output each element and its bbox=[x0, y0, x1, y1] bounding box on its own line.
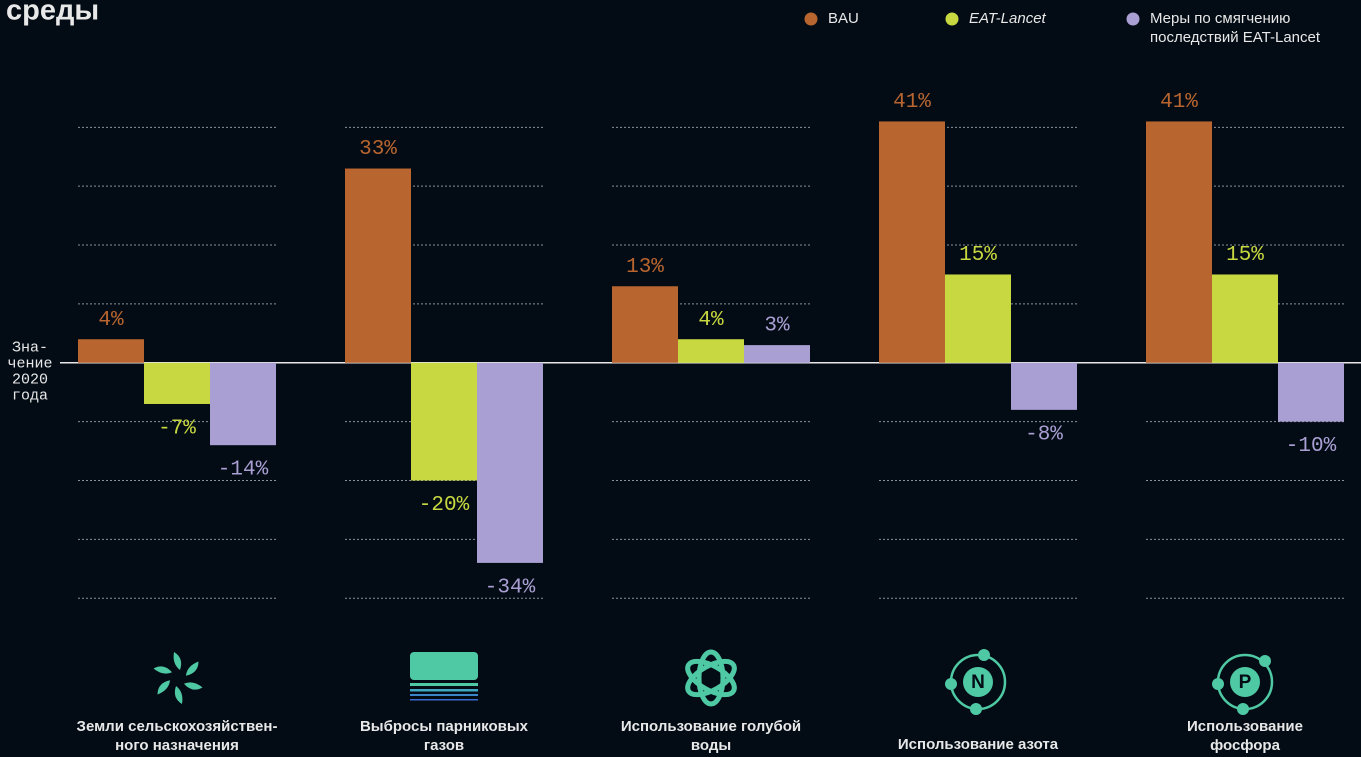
category-label: Земли сельскохозяйствен- bbox=[77, 718, 278, 735]
legend-marker bbox=[1126, 12, 1140, 26]
category-label: ного назначения bbox=[115, 737, 239, 754]
icon-water bbox=[685, 649, 737, 707]
legend-label: последствий EAT-Lancet bbox=[1150, 29, 1321, 46]
category-label: Использование голубой bbox=[621, 718, 801, 735]
zero-label: Зна- bbox=[12, 340, 48, 357]
bar bbox=[612, 286, 678, 363]
icon-letter: N bbox=[971, 672, 985, 693]
value-label: 15% bbox=[1226, 244, 1264, 267]
bar bbox=[744, 345, 810, 363]
value-label: 4% bbox=[98, 309, 124, 332]
value-label: -7% bbox=[158, 418, 196, 441]
legend-marker bbox=[945, 12, 959, 26]
bar bbox=[1011, 362, 1077, 410]
category-label: Использование bbox=[1187, 718, 1303, 735]
icon-emissions bbox=[410, 652, 478, 701]
value-label: -34% bbox=[485, 576, 536, 599]
icon-land bbox=[153, 652, 203, 704]
value-label: 41% bbox=[1160, 91, 1198, 114]
value-label: 13% bbox=[626, 256, 664, 279]
value-label: 41% bbox=[893, 91, 931, 114]
legend-label: EAT-Lancet bbox=[969, 10, 1047, 27]
category-label: Выбросы парниковых bbox=[360, 718, 529, 735]
bar bbox=[1278, 362, 1344, 422]
bar bbox=[1146, 121, 1212, 363]
icon-letter: P bbox=[1239, 672, 1252, 693]
value-label: -10% bbox=[1286, 435, 1337, 458]
value-label: -8% bbox=[1025, 423, 1063, 446]
bar bbox=[345, 168, 411, 363]
category-label: воды bbox=[691, 737, 731, 754]
bar bbox=[678, 339, 744, 363]
value-label: 33% bbox=[359, 138, 397, 161]
bar bbox=[210, 362, 276, 446]
bar bbox=[1212, 274, 1278, 363]
zero-label: года bbox=[12, 388, 48, 405]
category-label: фосфора bbox=[1210, 737, 1280, 754]
zero-label: чение bbox=[7, 356, 52, 373]
legend-label: BAU bbox=[828, 10, 859, 27]
legend-label: Меры по смягчению bbox=[1150, 10, 1290, 27]
bar bbox=[945, 274, 1011, 363]
value-label: 15% bbox=[959, 244, 997, 267]
bar bbox=[144, 362, 210, 404]
value-label: 3% bbox=[764, 315, 790, 338]
category-label: газов bbox=[424, 737, 464, 754]
icon-nitrogen bbox=[945, 649, 1007, 715]
icon-phosphorus bbox=[1212, 653, 1274, 715]
zero-label: 2020 bbox=[12, 372, 48, 389]
chart-title: среды bbox=[6, 0, 99, 27]
bar bbox=[411, 362, 477, 481]
value-label: -14% bbox=[218, 459, 269, 482]
bar bbox=[78, 339, 144, 363]
category-label: Использование азота bbox=[898, 736, 1059, 753]
bar bbox=[879, 121, 945, 363]
value-label: 4% bbox=[698, 309, 724, 332]
legend-marker bbox=[804, 12, 818, 26]
value-label: -20% bbox=[419, 494, 470, 517]
bar bbox=[477, 362, 543, 563]
